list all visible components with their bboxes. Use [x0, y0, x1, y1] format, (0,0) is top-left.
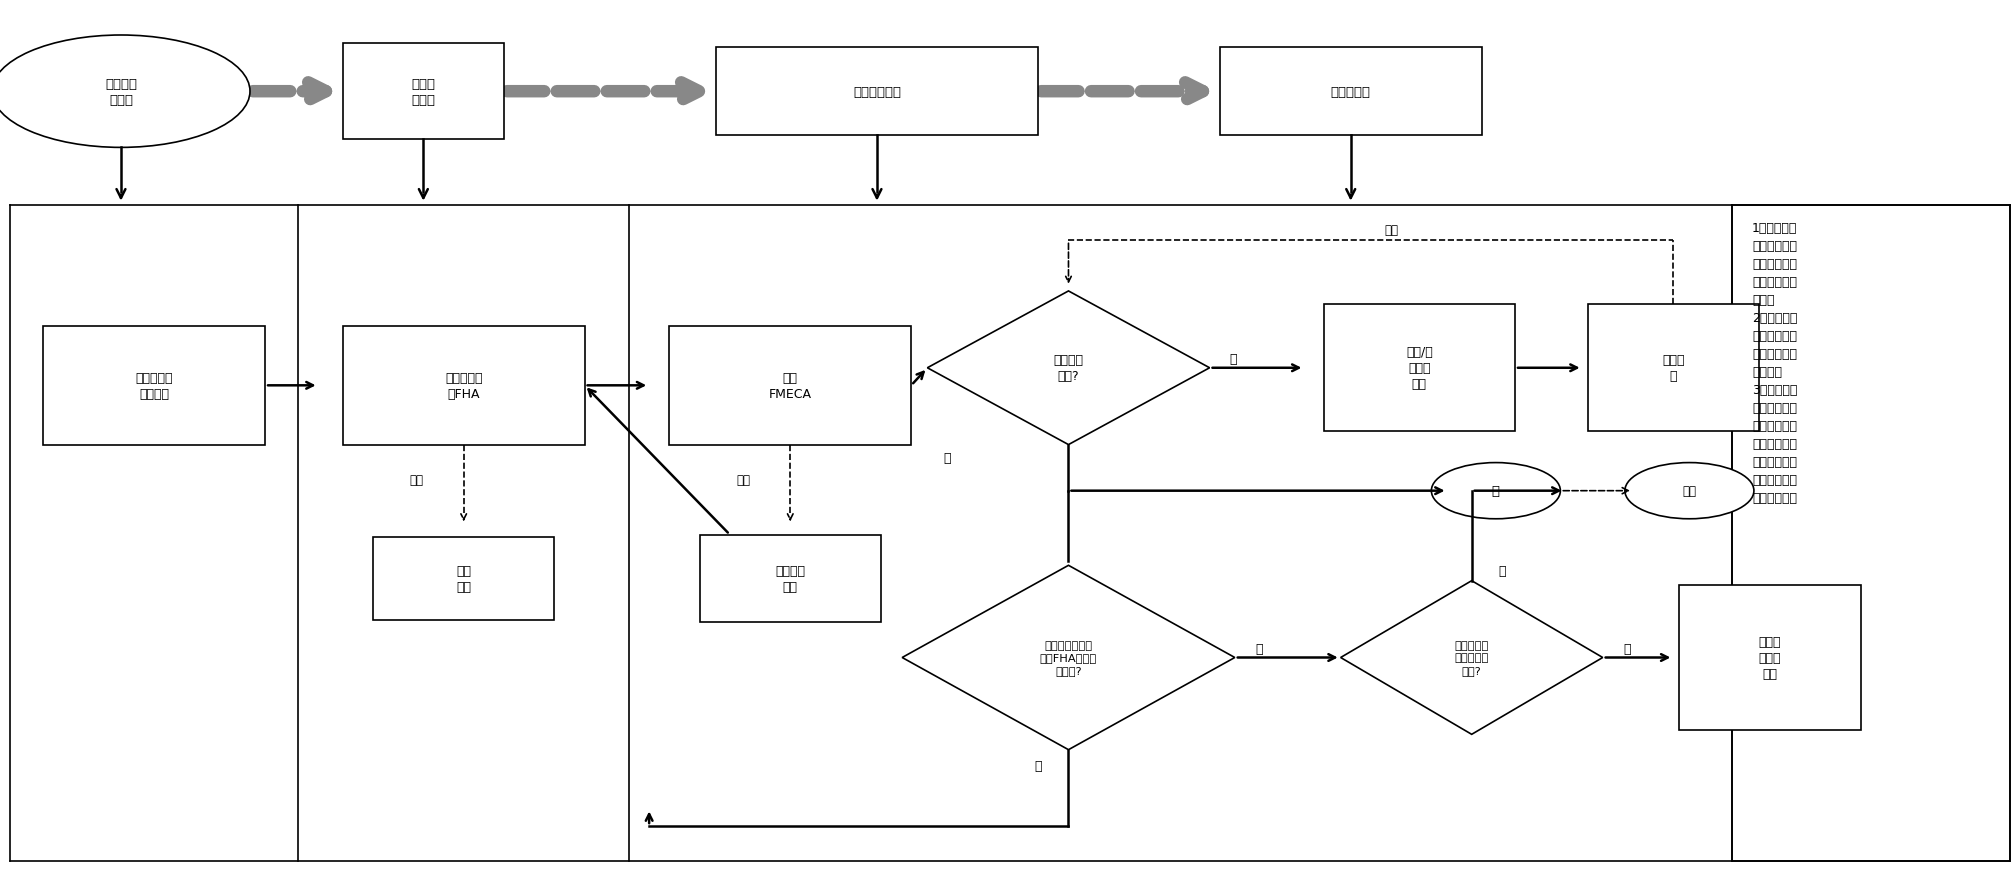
FancyBboxPatch shape [42, 326, 264, 445]
Text: 否: 否 [1230, 353, 1238, 366]
Text: 否: 否 [1623, 643, 1631, 655]
FancyBboxPatch shape [716, 48, 1038, 136]
Polygon shape [901, 566, 1234, 750]
Text: 有效性验证: 有效性验证 [1331, 86, 1371, 98]
Text: 输出: 输出 [1683, 485, 1695, 497]
FancyBboxPatch shape [343, 44, 504, 140]
FancyBboxPatch shape [1220, 48, 1482, 136]
Text: 输出: 输出 [409, 474, 423, 487]
Text: 功能是否
完整?: 功能是否 完整? [1054, 353, 1083, 383]
FancyBboxPatch shape [1322, 305, 1516, 432]
FancyBboxPatch shape [1587, 305, 1758, 432]
Text: 和: 和 [1492, 485, 1500, 497]
Text: 功能危险分
析FHA: 功能危险分 析FHA [446, 371, 482, 401]
Text: 补充/调
整功能
设计: 补充/调 整功能 设计 [1405, 346, 1433, 391]
Text: 安全保证措
施是否相应
设计?: 安全保证措 施是否相应 设计? [1454, 640, 1490, 675]
Text: 功能故障
模式: 功能故障 模式 [776, 564, 804, 594]
FancyBboxPatch shape [700, 535, 881, 623]
Text: 故障模式消减: 故障模式消减 [853, 86, 901, 98]
Text: 故障模式
被引入: 故障模式 被引入 [105, 77, 137, 107]
Circle shape [1625, 463, 1754, 519]
FancyBboxPatch shape [669, 326, 911, 445]
Circle shape [1431, 463, 1560, 519]
Text: 设计落
实: 设计落 实 [1661, 353, 1685, 383]
Text: 故障影响是否包
含在FHA的故障
状态中?: 故障影响是否包 含在FHA的故障 状态中? [1040, 640, 1097, 675]
Text: 产品功能分
解、分配: 产品功能分 解、分配 [135, 371, 173, 401]
Text: 落实安
全保证
措施: 落实安 全保证 措施 [1758, 635, 1782, 681]
Circle shape [0, 36, 250, 148]
Text: 功能
FMECA: 功能 FMECA [768, 371, 812, 401]
FancyBboxPatch shape [1679, 586, 1861, 730]
Polygon shape [1341, 581, 1603, 735]
Text: 是: 是 [1254, 643, 1262, 655]
Text: 输出: 输出 [736, 474, 750, 487]
Text: 是: 是 [943, 452, 952, 465]
Text: 反馈: 反馈 [1385, 225, 1397, 237]
Text: 故障
状态: 故障 状态 [456, 564, 472, 594]
Text: 是: 是 [1498, 564, 1506, 577]
Text: 1、通过原理
分析或仿真分
析等手段检查
措施及方案的
合理性
2、通过可靠
性试验等手段
初步验证措施
的有效性
3、通过使用
阶段的不断使
用对功能分配
的: 1、通过原理 分析或仿真分 析等手段检查 措施及方案的 合理性 2、通过可靠 性… [1752, 222, 1798, 504]
Text: 否: 否 [1034, 759, 1042, 772]
FancyBboxPatch shape [343, 326, 585, 445]
Polygon shape [927, 291, 1210, 446]
FancyBboxPatch shape [1732, 206, 2010, 861]
Text: 故障模
式发现: 故障模 式发现 [411, 77, 435, 107]
FancyBboxPatch shape [373, 537, 554, 621]
